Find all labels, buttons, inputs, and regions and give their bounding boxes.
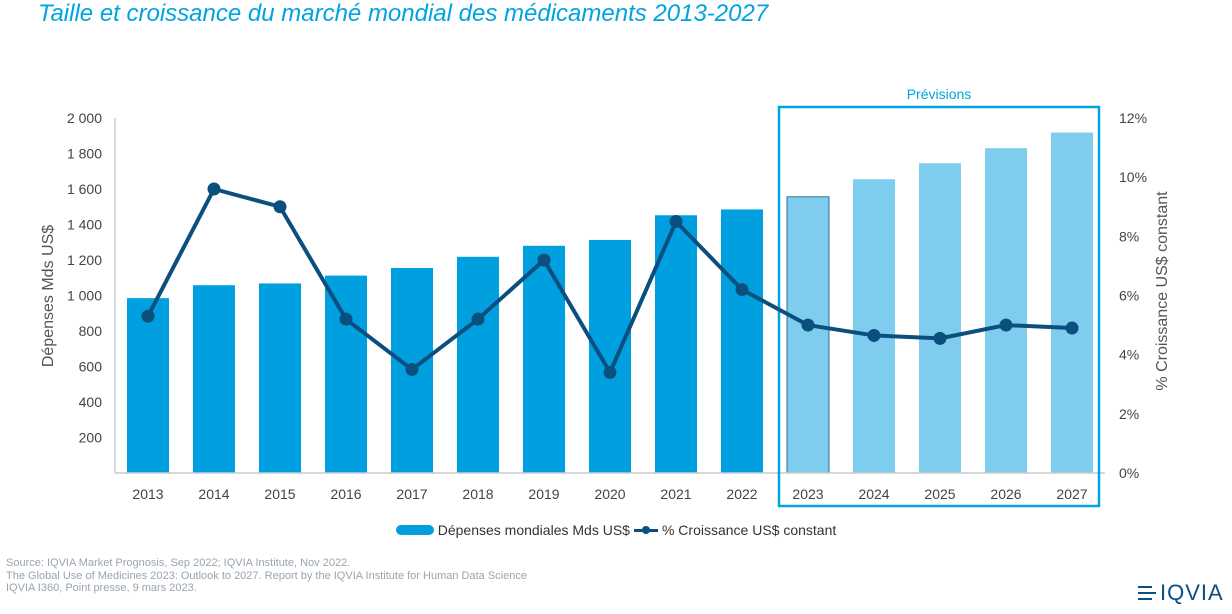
y-axis-title: Dépenses Mds US$ xyxy=(40,225,57,367)
growth-point-2014 xyxy=(207,182,221,196)
y-tick-label: 200 xyxy=(79,430,103,446)
growth-point-2027 xyxy=(1065,321,1079,335)
chart-subtitle: Taille et croissance du marché mondial d… xyxy=(38,0,769,27)
iqvia-logo: IQVIA xyxy=(1138,582,1224,604)
y2-tick-label: 4% xyxy=(1119,347,1139,363)
x-tick-label: 2024 xyxy=(858,486,889,502)
y2-tick-label: 6% xyxy=(1119,288,1139,304)
bar-2025 xyxy=(919,163,961,473)
growth-point-2024 xyxy=(867,328,881,342)
legend-bar-swatch xyxy=(395,525,434,535)
x-tick-label: 2027 xyxy=(1056,486,1087,502)
y2-tick-label: 8% xyxy=(1119,228,1139,244)
y2-tick-label: 10% xyxy=(1119,169,1147,185)
x-tick-label: 2015 xyxy=(264,486,295,502)
x-tick-label: 2014 xyxy=(198,486,229,502)
growth-point-2018 xyxy=(471,312,485,326)
bar-2013 xyxy=(127,298,169,473)
x-tick-label: 2019 xyxy=(528,486,559,502)
growth-point-2025 xyxy=(933,331,947,345)
bar-2026 xyxy=(985,148,1027,474)
y-tick-label: 1 000 xyxy=(67,288,102,304)
y-tick-label: 800 xyxy=(79,323,103,339)
bar-2022 xyxy=(721,209,763,473)
y-tick-label: 1 200 xyxy=(67,252,102,268)
forecast-label: Prévisions xyxy=(907,86,972,102)
forecast-box xyxy=(777,105,1101,508)
bar-2018 xyxy=(457,256,499,473)
legend-label-spending: Dépenses mondiales Mds US$ xyxy=(437,522,630,538)
y2-tick-label: 12% xyxy=(1119,110,1147,126)
x-tick-label: 2013 xyxy=(132,486,163,502)
x-tick-label: 2022 xyxy=(726,486,757,502)
bar-2027 xyxy=(1051,132,1093,473)
x-tick-label: 2016 xyxy=(330,486,361,502)
y-tick-label: 2 000 xyxy=(67,110,102,126)
y-tick-label: 1 800 xyxy=(67,146,102,162)
bar-2014 xyxy=(193,285,235,473)
bar-2015 xyxy=(259,283,301,473)
y-tick-label: 1 400 xyxy=(67,217,102,233)
x-tick-label: 2026 xyxy=(990,486,1021,502)
x-tick-label: 2021 xyxy=(660,486,691,502)
y-tick-label: 600 xyxy=(79,359,103,375)
legend-item-growth: % Croissance US$ constant xyxy=(633,522,837,538)
y2-axis-title: % Croissance US$ constant xyxy=(1154,191,1171,391)
bar-2016 xyxy=(325,275,367,473)
bar-2020 xyxy=(589,239,631,473)
growth-point-2016 xyxy=(339,312,353,326)
y-tick-label: 1 600 xyxy=(67,181,102,197)
growth-point-2023 xyxy=(801,318,815,332)
growth-point-2026 xyxy=(999,318,1013,332)
growth-point-2013 xyxy=(141,309,155,323)
legend-item-spending: Dépenses mondiales Mds US$ xyxy=(395,522,630,538)
bar-2024 xyxy=(853,179,895,474)
logo-lines-icon xyxy=(1138,586,1156,600)
x-tick-label: 2023 xyxy=(792,486,823,502)
x-tick-label: 2025 xyxy=(924,486,955,502)
y2-tick-label: 2% xyxy=(1119,406,1139,422)
growth-point-2020 xyxy=(603,365,617,379)
footnote-line: Source: IQVIA Market Prognosis, Sep 2022… xyxy=(6,557,351,569)
legend-line-swatch xyxy=(633,525,658,535)
growth-point-2019 xyxy=(537,253,551,267)
bar-2023 xyxy=(786,196,830,474)
growth-point-2022 xyxy=(735,283,749,297)
growth-point-2021 xyxy=(669,215,683,229)
footnote-line: IQVIA I360, Point presse, 9 mars 2023. xyxy=(6,582,197,594)
x-tick-label: 2020 xyxy=(594,486,625,502)
legend-label-growth: % Croissance US$ constant xyxy=(661,522,837,538)
bar-2019 xyxy=(523,245,565,473)
x-tick-label: 2017 xyxy=(396,486,427,502)
growth-point-2017 xyxy=(405,362,419,376)
y2-tick-label: 0% xyxy=(1119,465,1139,481)
legend: Dépenses mondiales Mds US$ % Croissance … xyxy=(0,519,1232,541)
y-tick-label: 400 xyxy=(79,394,103,410)
logo-text: IQVIA xyxy=(1160,580,1224,605)
footnote-line: The Global Use of Medicines 2023: Outloo… xyxy=(6,569,527,582)
growth-point-2015 xyxy=(273,200,287,214)
combo-chart: 200 400 600 800 1 000 1 200 1 400 1 600 1 800 2 0… xyxy=(40,86,1171,508)
x-tick-label: 2018 xyxy=(462,486,493,502)
source-footnote: Source: IQVIA Market Prognosis, Sep 2022… xyxy=(6,557,527,595)
